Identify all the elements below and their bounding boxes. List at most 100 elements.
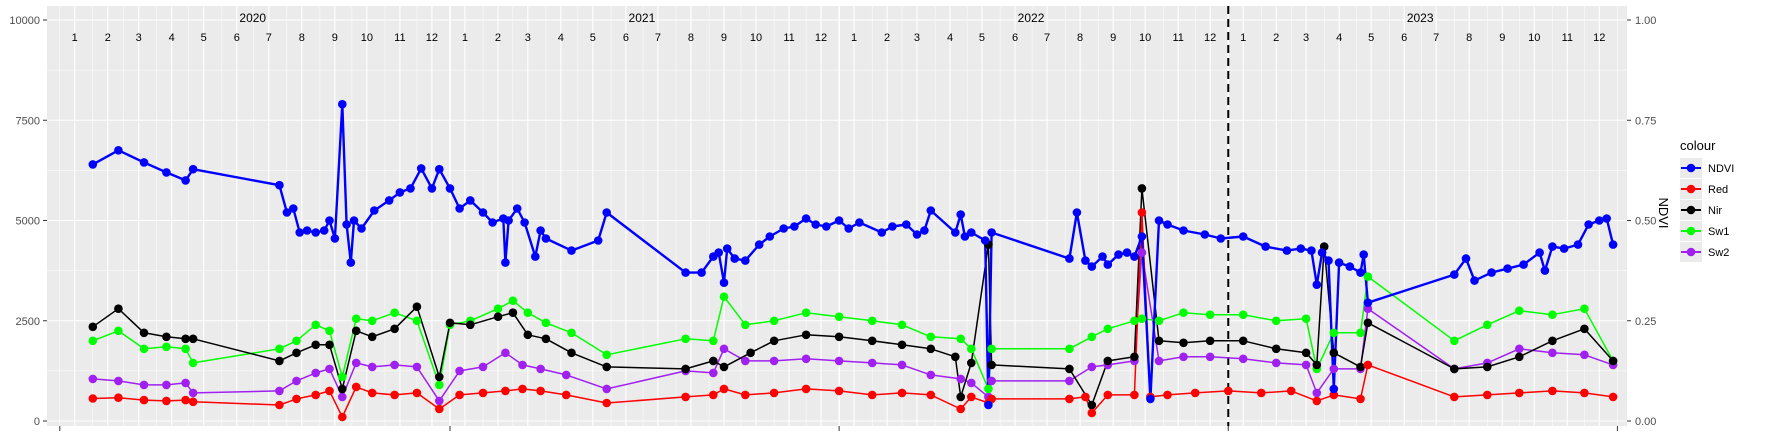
data-point-ndvi <box>1114 250 1123 259</box>
data-point-ndvi <box>455 204 464 213</box>
data-point-nir <box>926 344 936 354</box>
data-point-sw1 <box>325 326 334 336</box>
data-point-ndvi <box>1282 246 1292 255</box>
data-point-sw2 <box>1312 388 1322 398</box>
data-point-sw1 <box>867 316 877 326</box>
data-point-nir <box>338 384 347 394</box>
month-label: 11 <box>783 32 794 44</box>
data-point-sw2 <box>801 354 811 364</box>
data-point-nir <box>769 336 779 346</box>
data-point-sw1 <box>984 384 993 394</box>
data-point-sw2 <box>536 364 545 374</box>
data-point-sw2 <box>412 362 422 372</box>
data-point-ndvi <box>512 204 522 213</box>
data-point-red <box>1081 392 1090 402</box>
data-point-sw2 <box>275 386 284 396</box>
data-point-sw1 <box>188 358 198 368</box>
data-point-red <box>1190 388 1200 398</box>
data-point-nir <box>567 348 576 358</box>
data-point-red <box>561 390 571 400</box>
month-label: 7 <box>655 32 661 44</box>
data-point-nir <box>1548 336 1557 346</box>
data-point-red <box>1363 360 1373 370</box>
data-point-ndvi <box>967 228 976 237</box>
data-point-ndvi <box>1137 232 1147 241</box>
data-point-red <box>478 388 488 398</box>
data-point-red <box>1103 390 1113 400</box>
data-point-sw1 <box>1087 332 1097 342</box>
month-label: 4 <box>169 32 175 44</box>
data-point-red <box>1087 408 1097 418</box>
data-point-nir <box>412 302 422 312</box>
data-point-ndvi <box>1261 242 1270 251</box>
data-point-sw1 <box>1450 336 1459 346</box>
data-point-ndvi <box>1461 254 1471 263</box>
data-point-red <box>1483 390 1492 400</box>
data-point-nir <box>1103 356 1113 366</box>
data-point-sw2 <box>162 380 171 390</box>
data-point-sw2 <box>956 374 965 384</box>
data-point-sw2 <box>181 378 190 388</box>
data-point-ndvi <box>877 228 887 237</box>
month-label: 7 <box>266 32 272 44</box>
legend-key-point-sw1 <box>1686 226 1696 236</box>
data-point-ndvi <box>338 99 347 109</box>
data-point-ndvi <box>1098 252 1107 261</box>
data-point-ndvi <box>951 228 960 237</box>
data-point-sw1 <box>834 312 844 322</box>
data-point-ndvi <box>162 168 171 177</box>
data-point-nir <box>1312 360 1322 370</box>
data-point-nir <box>602 362 611 372</box>
data-point-sw1 <box>311 320 321 330</box>
legend-title: colour <box>1680 138 1716 153</box>
data-point-ndvi <box>1317 248 1327 257</box>
data-point-sw1 <box>275 344 284 354</box>
data-point-red <box>338 412 347 422</box>
data-point-sw2 <box>1363 304 1373 314</box>
data-point-sw1 <box>523 308 533 318</box>
data-point-ndvi <box>1359 250 1368 259</box>
data-point-ndvi <box>811 220 820 229</box>
data-point-ndvi <box>466 196 475 205</box>
data-point-sw1 <box>88 336 98 346</box>
data-point-ndvi <box>790 222 799 231</box>
data-point-red <box>1608 392 1618 402</box>
data-point-nir <box>445 318 455 328</box>
data-point-sw1 <box>741 320 750 330</box>
month-label: 10 <box>750 32 762 44</box>
data-point-nir <box>162 332 171 342</box>
data-point-ndvi <box>1595 216 1604 225</box>
data-point-sw1 <box>508 296 518 306</box>
legend-label-sw2: Sw2 <box>1708 247 1729 259</box>
data-point-nir <box>188 334 198 344</box>
data-point-sw1 <box>1329 328 1339 338</box>
data-point-nir <box>88 322 98 332</box>
data-point-sw2 <box>1154 356 1164 366</box>
data-point-sw1 <box>292 336 301 346</box>
data-point-sw2 <box>139 380 149 390</box>
data-point-nir <box>1271 344 1281 354</box>
data-point-ndvi <box>1200 230 1210 239</box>
data-point-sw2 <box>897 360 907 370</box>
data-point-sw1 <box>541 318 551 328</box>
data-point-ndvi <box>730 254 739 263</box>
data-point-ndvi <box>926 206 936 215</box>
month-label: 10 <box>1528 32 1540 44</box>
data-point-ndvi <box>1559 244 1569 253</box>
data-point-ndvi <box>88 160 98 169</box>
data-point-sw1 <box>967 344 976 354</box>
data-point-sw1 <box>114 326 123 336</box>
month-label: 1 <box>1240 32 1246 44</box>
data-point-ndvi <box>822 222 831 231</box>
data-point-sw1 <box>602 350 611 360</box>
month-label: 8 <box>1077 32 1083 44</box>
data-point-ndvi <box>531 252 540 261</box>
data-point-sw1 <box>719 292 729 302</box>
data-point-nir <box>1130 352 1139 362</box>
data-point-sw2 <box>455 366 464 376</box>
data-point-nir <box>1238 336 1248 346</box>
data-point-ndvi <box>536 226 545 235</box>
data-point-sw2 <box>338 392 347 402</box>
data-point-red <box>602 398 611 408</box>
